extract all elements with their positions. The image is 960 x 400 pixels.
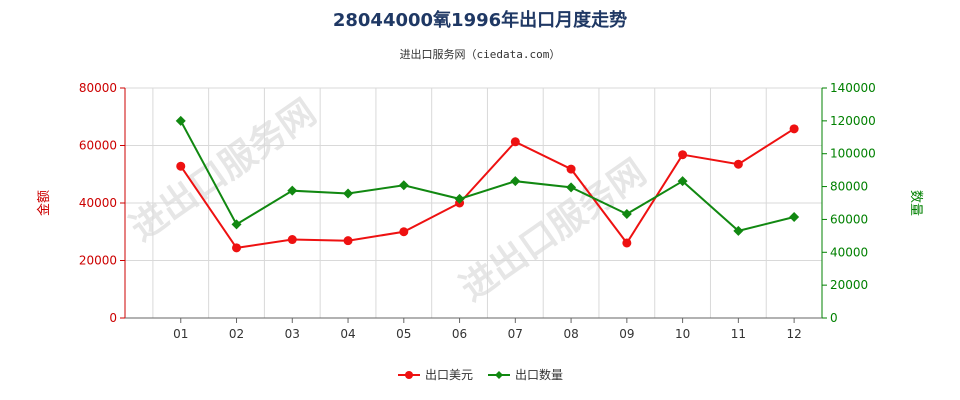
series-line-1 bbox=[179, 127, 795, 249]
left-tick-label: 80000 bbox=[79, 81, 117, 95]
x-tick-label: 05 bbox=[396, 327, 411, 341]
right-tick-label: 20000 bbox=[830, 278, 868, 292]
left-tick-label: 40000 bbox=[79, 196, 117, 210]
grid bbox=[125, 87, 823, 319]
series-2-point bbox=[343, 188, 354, 199]
x-axis-ticks: 01 02 03 04 05 06 07 08 09 10 11 12 bbox=[173, 318, 802, 341]
right-tick-label: 140000 bbox=[830, 81, 876, 95]
left-tick-label: 60000 bbox=[79, 139, 117, 153]
x-tick-label: 04 bbox=[340, 327, 355, 341]
series-2-point bbox=[287, 185, 298, 196]
right-axis-ticks: 0 20000 40000 60000 80000 100000 120000 140000 bbox=[822, 81, 876, 325]
x-tick-label: 09 bbox=[619, 327, 634, 341]
series-2-point bbox=[566, 182, 577, 193]
series-1-point bbox=[566, 164, 576, 174]
series-2-point bbox=[231, 219, 242, 230]
series-2-point bbox=[398, 180, 409, 191]
right-tick-label: 120000 bbox=[830, 114, 876, 128]
left-tick-label: 0 bbox=[109, 311, 117, 325]
series-2-point bbox=[175, 115, 186, 126]
series-1-point bbox=[176, 161, 186, 171]
series-layer bbox=[175, 115, 800, 253]
right-axis-label: 数量 bbox=[908, 190, 923, 216]
legend-label: 出口美元 bbox=[425, 368, 473, 382]
x-tick-label: 10 bbox=[675, 327, 690, 341]
series-1-point bbox=[343, 236, 353, 246]
series-2-point bbox=[621, 209, 632, 220]
series-1-point bbox=[789, 124, 799, 134]
series-1-point bbox=[399, 227, 409, 237]
series-2-point bbox=[454, 193, 465, 204]
x-tick-label: 03 bbox=[285, 327, 300, 341]
series-1-point bbox=[510, 137, 520, 147]
chart-subtitle: 进出口服务网（ciedata.com） bbox=[400, 47, 561, 61]
x-tick-label: 01 bbox=[173, 327, 188, 341]
right-tick-label: 60000 bbox=[830, 212, 868, 226]
left-axis-label: 金额 bbox=[36, 190, 52, 216]
series-2-point bbox=[733, 225, 744, 236]
series-1-point bbox=[232, 243, 242, 253]
watermark-layer: 进出口服务网 进出口服务网 bbox=[123, 91, 654, 309]
x-tick-label: 08 bbox=[563, 327, 578, 341]
right-tick-label: 100000 bbox=[830, 147, 876, 161]
x-tick-label: 06 bbox=[452, 327, 467, 341]
right-tick-label: 0 bbox=[830, 311, 838, 325]
series-2-point bbox=[789, 211, 800, 222]
right-tick-label: 40000 bbox=[830, 245, 868, 259]
right-tick-label: 80000 bbox=[830, 180, 868, 194]
x-tick-label: 12 bbox=[786, 327, 801, 341]
series-1-point bbox=[287, 235, 297, 245]
x-tick-label: 07 bbox=[508, 327, 523, 341]
x-tick-label: 11 bbox=[731, 327, 746, 341]
chart-title: 28044000氧1996年出口月度走势 bbox=[333, 9, 627, 31]
x-tick-label: 02 bbox=[229, 327, 244, 341]
series-2-point bbox=[510, 176, 521, 187]
series-1-point bbox=[678, 150, 688, 160]
legend-label: 出口数量 bbox=[515, 367, 563, 382]
watermark-text: 进出口服务网 bbox=[453, 151, 654, 309]
series-2-point bbox=[677, 176, 688, 187]
left-tick-label: 20000 bbox=[79, 254, 117, 268]
series-1-point bbox=[733, 159, 743, 169]
legend: 出口美元 出口数量 bbox=[398, 367, 563, 382]
legend-swatch-marker bbox=[495, 371, 503, 379]
legend-swatch-marker bbox=[405, 371, 413, 379]
left-axis-ticks: 0 20000 40000 60000 80000 bbox=[79, 81, 125, 325]
series-1-point bbox=[622, 238, 632, 248]
series-line-2 bbox=[179, 120, 795, 232]
